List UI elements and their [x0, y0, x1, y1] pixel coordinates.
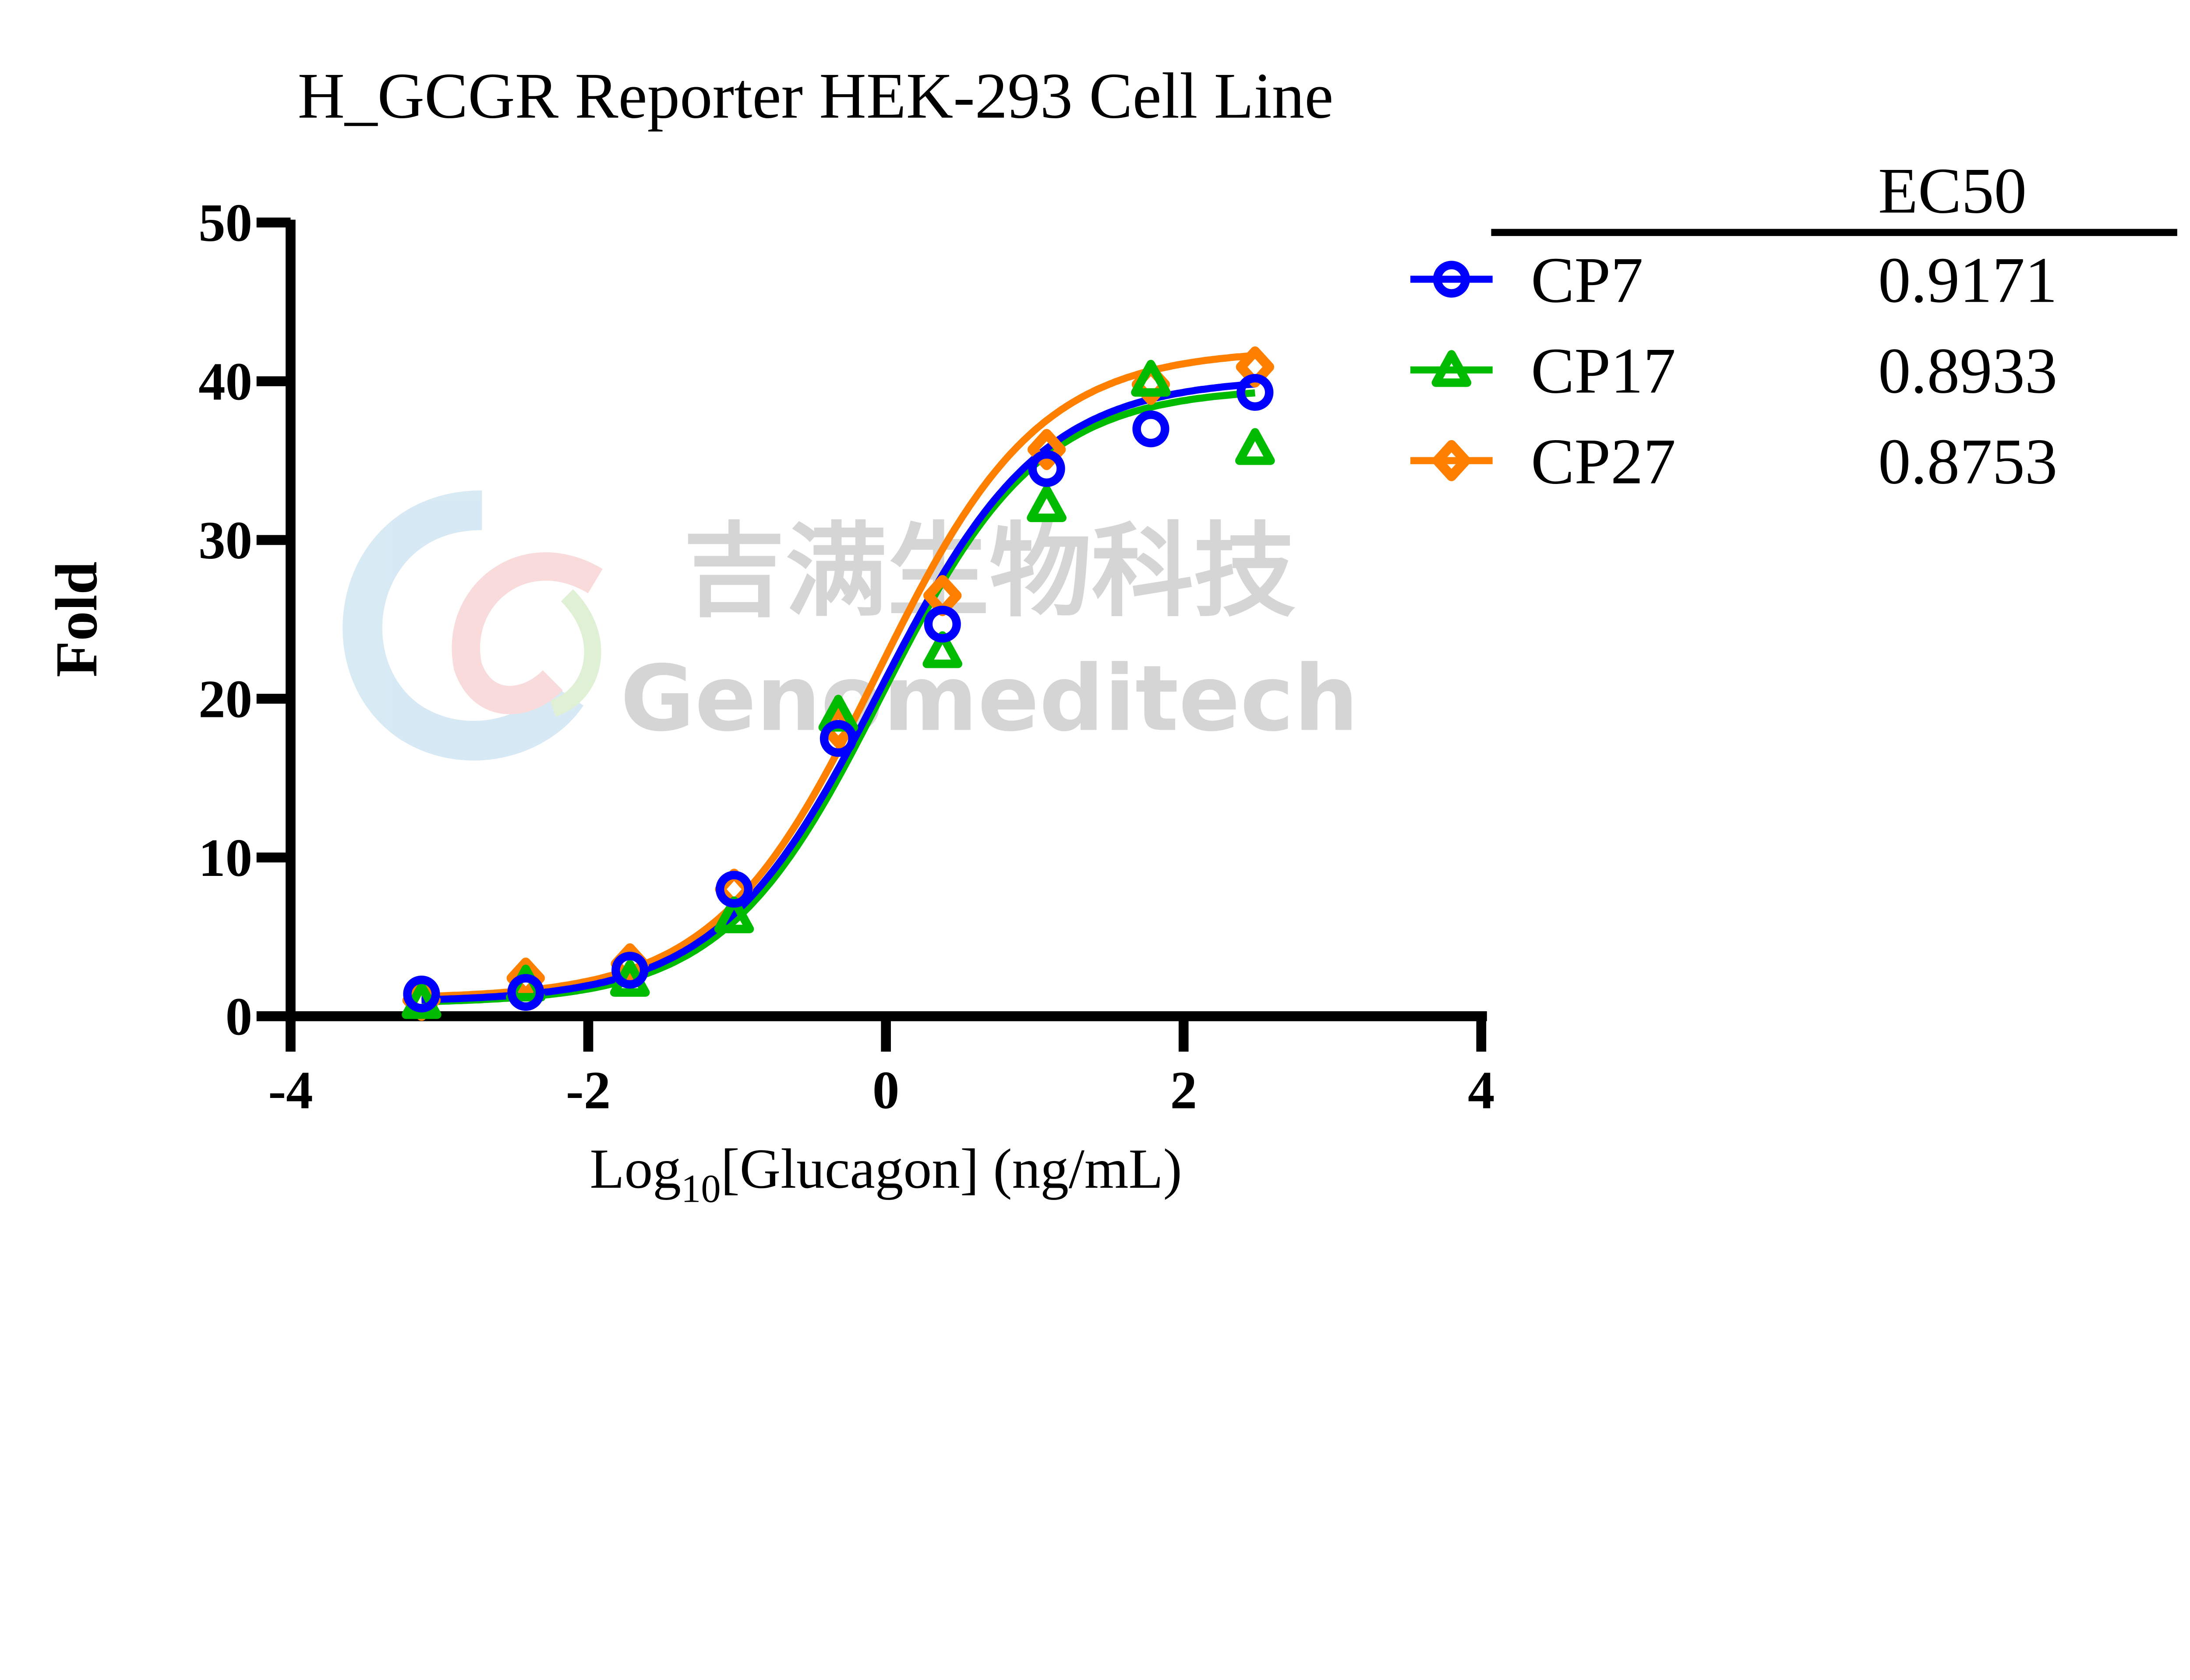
legend-item-cp17: CP17 0.8933 — [1410, 335, 2057, 407]
data-point-cp17 — [1027, 485, 1067, 522]
fit-curve-cp7 — [421, 380, 1255, 1003]
y-tick-label: 50 — [198, 193, 252, 253]
watermark-cn: 吉满生物科技 — [683, 512, 1296, 631]
data-point-cp7 — [1236, 374, 1274, 411]
y-axis-label: Fold — [44, 561, 110, 677]
x-tick-label: 2 — [1170, 1060, 1197, 1120]
chart-figure: 吉满生物科技 Genomeditech H_GCGR Reporter HEK-… — [44, 60, 2177, 1211]
legend-header-ec50: EC50 — [1878, 155, 2027, 227]
y-tick-label: 0 — [226, 986, 252, 1046]
data-point-cp17 — [714, 896, 754, 933]
legend-series-name: CP7 — [1531, 244, 1643, 316]
data-point-cp7 — [924, 606, 961, 643]
x-tick-label: -4 — [268, 1060, 313, 1120]
x-tick-label: 0 — [872, 1060, 899, 1120]
data-points — [402, 346, 1275, 1021]
data-point-cp17 — [1131, 360, 1171, 397]
data-point-cp17 — [922, 631, 963, 668]
x-axis-label-subscript: 10 — [681, 1166, 721, 1211]
data-point-cp7 — [1132, 410, 1169, 448]
legend-item-cp27: CP27 0.8753 — [1410, 426, 2057, 498]
x-tick-label: -2 — [566, 1060, 611, 1120]
data-point-cp7 — [507, 974, 544, 1011]
y-tick-label: 40 — [198, 352, 252, 412]
data-point-cp7 — [1028, 450, 1065, 487]
legend-marker-diamond-icon — [1432, 440, 1471, 481]
data-point-cp7 — [611, 952, 649, 989]
y-ticks: 0 10 20 30 40 50 — [198, 193, 291, 1046]
x-axis-label-main: Log — [590, 1137, 682, 1200]
data-point-cp7 — [715, 871, 753, 908]
data-point-cp27 — [1236, 346, 1275, 388]
legend-ec50-value: 0.9171 — [1878, 244, 2057, 316]
watermark: 吉满生物科技 Genomeditech — [343, 490, 1359, 761]
x-ticks: -4 -2 0 2 4 — [268, 1016, 1495, 1120]
y-tick-label: 10 — [198, 828, 252, 888]
data-point-cp7 — [819, 720, 857, 757]
legend-series-name: CP17 — [1531, 335, 1676, 407]
x-axis-label-rest: [Glucagon] (ng/mL) — [721, 1137, 1182, 1200]
legend-series-name: CP27 — [1531, 426, 1676, 498]
watermark-en: Genomeditech — [620, 646, 1358, 752]
legend-ec50-value: 0.8753 — [1878, 426, 2057, 498]
x-axis-label: Log10[Glucagon] (ng/mL) — [590, 1137, 1182, 1211]
data-point-cp27 — [1027, 429, 1066, 470]
legend: EC50 CP7 0.9171 CP17 0.8933 CP27 0.8753 — [1410, 155, 2177, 498]
y-tick-label: 30 — [198, 510, 252, 570]
legend-marker-triangle-icon — [1431, 350, 1472, 387]
legend-ec50-value: 0.8933 — [1878, 335, 2057, 407]
legend-item-cp7: CP7 0.9171 — [1410, 244, 2057, 316]
data-point-cp7 — [403, 975, 440, 1013]
dose-response-chart: 吉满生物科技 Genomeditech H_GCGR Reporter HEK-… — [44, 60, 2177, 1211]
legend-marker-circle-icon — [1433, 261, 1470, 298]
x-tick-label: 4 — [1468, 1060, 1494, 1120]
y-tick-label: 20 — [198, 669, 252, 729]
watermark-logo — [343, 490, 603, 761]
chart-title: H_GCGR Reporter HEK-293 Cell Line — [298, 60, 1334, 132]
data-point-cp17 — [1235, 428, 1275, 465]
